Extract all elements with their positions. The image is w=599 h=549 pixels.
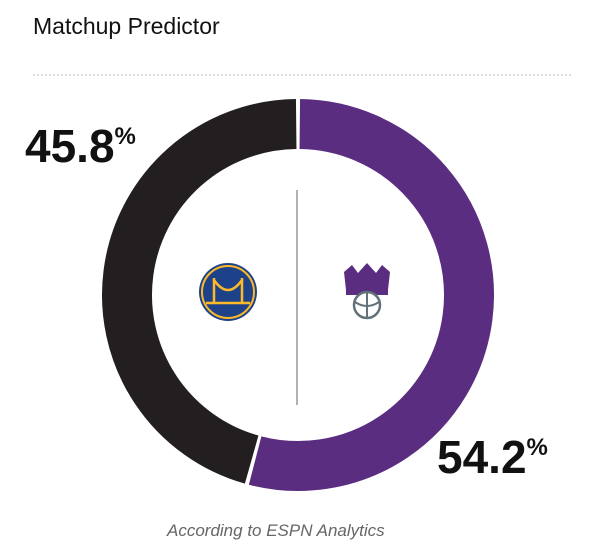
value-number: 45.8	[25, 120, 115, 172]
value-label: 45.8%	[25, 120, 136, 172]
value-number: 54.2	[437, 431, 527, 483]
value-unit: %	[115, 123, 136, 150]
chart-title: Matchup Predictor	[33, 13, 220, 39]
value-unit: %	[527, 434, 548, 461]
value-label: 54.2%	[437, 431, 548, 483]
team-logo-kings	[344, 263, 390, 320]
footnote: According to ESPN Analytics	[166, 521, 385, 540]
team-logo-warriors	[199, 263, 257, 321]
donut-segment	[102, 99, 297, 484]
donut-segment	[248, 99, 494, 491]
